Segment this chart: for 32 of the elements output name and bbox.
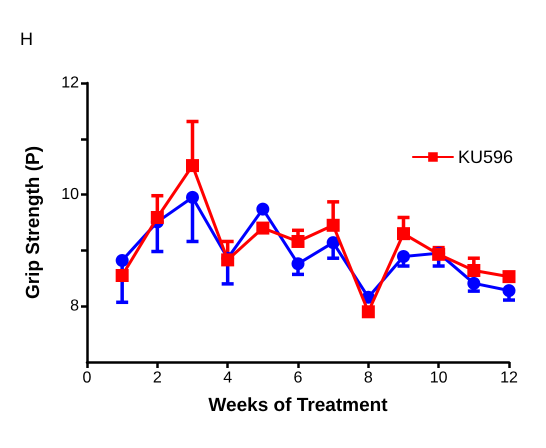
- point: [292, 257, 304, 270]
- text: H: [20, 29, 33, 49]
- legend-label: KU596: [458, 147, 514, 167]
- x-tick-label: 12: [500, 370, 518, 386]
- x-tick-label: 0: [82, 370, 92, 386]
- x-tick-label: 2: [152, 370, 162, 386]
- point: [467, 276, 480, 290]
- point: [186, 190, 199, 204]
- x-tick-label: 8: [364, 370, 373, 386]
- point: [502, 270, 516, 284]
- point: [326, 236, 340, 250]
- x-tick-label: 4: [223, 370, 232, 386]
- x-axis-title: Weeks of Treatment: [208, 395, 388, 416]
- y-axis-title: Grip Strength (P): [23, 146, 44, 300]
- point: [116, 269, 129, 282]
- point: [397, 227, 410, 240]
- point: [502, 284, 516, 298]
- point: [256, 222, 270, 235]
- point: [150, 210, 164, 224]
- point: [256, 202, 270, 216]
- point: [326, 218, 340, 232]
- point: [397, 250, 410, 264]
- x-tick-label: 6: [294, 370, 303, 386]
- point: [467, 264, 480, 277]
- x-tick-label: 10: [430, 370, 448, 386]
- y-tick-label: 8: [70, 298, 80, 315]
- point: [362, 305, 375, 318]
- y-tick-label: 10: [61, 186, 80, 204]
- point: [116, 254, 129, 267]
- point: [292, 234, 304, 248]
- point: [186, 159, 199, 172]
- y-tick-label: 12: [61, 74, 80, 92]
